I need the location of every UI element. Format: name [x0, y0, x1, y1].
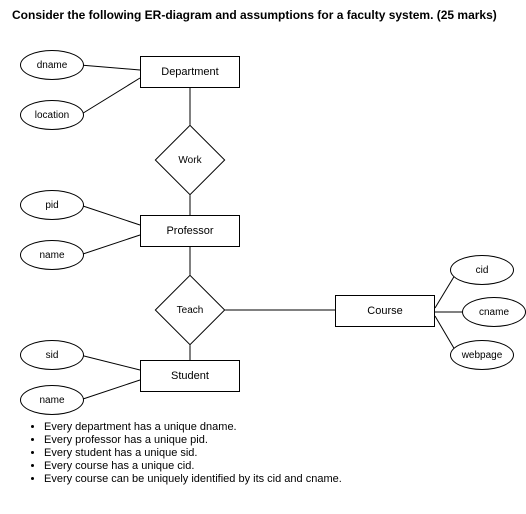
- attr-cname: cname: [462, 297, 526, 327]
- attr-location: location: [20, 100, 84, 130]
- assumption-item: Every course can be uniquely identified …: [44, 473, 342, 485]
- assumption-item: Every student has a unique sid.: [44, 447, 342, 459]
- page-title: Consider the following ER-diagram and as…: [12, 8, 497, 22]
- assumptions-list: Every department has a unique dname. Eve…: [28, 420, 342, 486]
- entity-student: Student: [140, 360, 240, 392]
- rel-teach: Teach: [155, 285, 225, 335]
- attr-webpage: webpage: [450, 340, 514, 370]
- attr-sid: sid: [20, 340, 84, 370]
- attr-pid: pid: [20, 190, 84, 220]
- assumption-item: Every professor has a unique pid.: [44, 434, 342, 446]
- attr-cid: cid: [450, 255, 514, 285]
- entity-course: Course: [335, 295, 435, 327]
- rel-work: Work: [155, 135, 225, 185]
- assumption-item: Every course has a unique cid.: [44, 460, 342, 472]
- attr-sname: name: [20, 385, 84, 415]
- attr-pname: name: [20, 240, 84, 270]
- assumption-item: Every department has a unique dname.: [44, 421, 342, 433]
- entity-department: Department: [140, 56, 240, 88]
- entity-professor: Professor: [140, 215, 240, 247]
- attr-dname: dname: [20, 50, 84, 80]
